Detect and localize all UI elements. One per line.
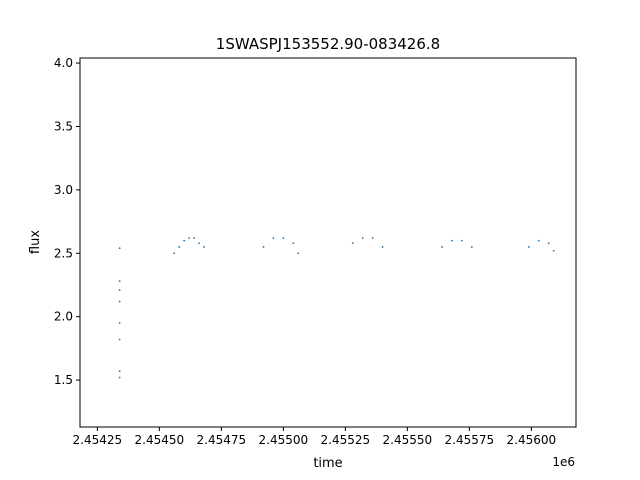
data-point [461,239,463,242]
x-tick-label: 2.45550 [383,433,433,447]
x-tick-label: 2.45450 [135,433,185,447]
x-tick-label: 2.45575 [445,433,495,447]
x-tick-label: 2.45475 [197,433,247,447]
data-point [451,239,453,242]
data-point [183,239,186,242]
data-point [297,252,300,255]
data-point [118,338,121,341]
x-tick-label: 2.45500 [259,433,309,447]
data-point [470,246,473,248]
data-point [118,376,121,379]
data-point [547,242,550,245]
data-point [118,289,121,291]
data-points [118,237,555,379]
data-point [118,280,121,283]
x-tick-label: 2.45600 [507,433,557,447]
data-point [188,237,191,239]
data-point [198,242,200,245]
x-tick-label: 2.45425 [73,433,123,447]
plot-frame [79,57,577,428]
data-point [282,237,285,239]
y-tick-label: 1.5 [54,373,73,387]
y-axis-label: flux [28,230,43,254]
data-point [173,252,176,255]
data-point [537,239,540,242]
y-tick-label: 3.0 [54,183,73,197]
x-axis-ticks: 2.45425 2.45450 2.45475 2.45500 2.45525 2.455… [73,427,557,447]
data-point [381,246,384,248]
data-point [552,249,555,252]
data-point [361,237,364,239]
data-point [527,246,530,248]
x-axis-offset-label: 1e6 [552,455,575,469]
data-point [118,370,121,373]
data-point [203,246,205,248]
data-point [118,247,121,250]
x-tick-label: 2.45525 [321,433,371,447]
y-axis-ticks: 1.5 2.0 2.5 3.0 3.5 4.0 [54,56,80,387]
data-point [441,246,443,248]
data-point [193,237,195,239]
x-axis-label: time [313,456,342,471]
y-tick-label: 2.0 [54,310,73,324]
data-point [118,300,121,303]
y-tick-label: 3.5 [54,119,73,133]
chart-title: 1SWASPJ153552.90-083426.8 [216,35,440,53]
data-point [178,246,181,248]
data-point [118,322,121,324]
data-point [292,242,295,245]
data-point [371,237,374,239]
data-point [351,242,354,245]
data-point [262,246,265,248]
y-tick-label: 4.0 [54,56,73,70]
data-point [272,237,275,239]
y-tick-label: 2.5 [54,246,73,260]
